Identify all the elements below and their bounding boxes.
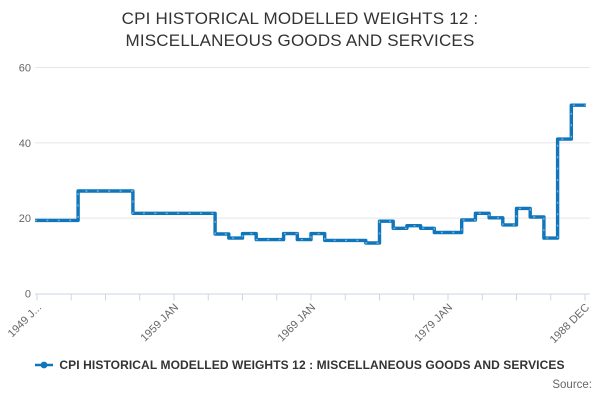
legend[interactable]: CPI HISTORICAL MODELLED WEIGHTS 12 : MIS…	[0, 358, 600, 372]
legend-label: CPI HISTORICAL MODELLED WEIGHTS 12 : MIS…	[59, 358, 565, 372]
x-axis-label: 1959 JAN	[138, 302, 181, 345]
x-axis-label: 1988 DEC	[548, 302, 592, 346]
source-label: Source:	[552, 379, 592, 391]
y-axis-label: 20	[19, 213, 31, 225]
x-axis-label: 1979 JAN	[412, 302, 455, 345]
chart-title: CPI HISTORICAL MODELLED WEIGHTS 12 : MIS…	[121, 9, 479, 50]
x-axis-label: 1969 JAN	[275, 302, 318, 345]
line-with-dot-icon	[35, 361, 54, 369]
y-axis-label: 0	[25, 289, 31, 301]
x-axis-label: 1949 J...	[6, 302, 44, 340]
y-axis-label: 60	[19, 62, 31, 74]
series-line	[35, 103, 586, 245]
y-axis-label: 40	[19, 138, 31, 150]
series-markers	[35, 104, 586, 244]
